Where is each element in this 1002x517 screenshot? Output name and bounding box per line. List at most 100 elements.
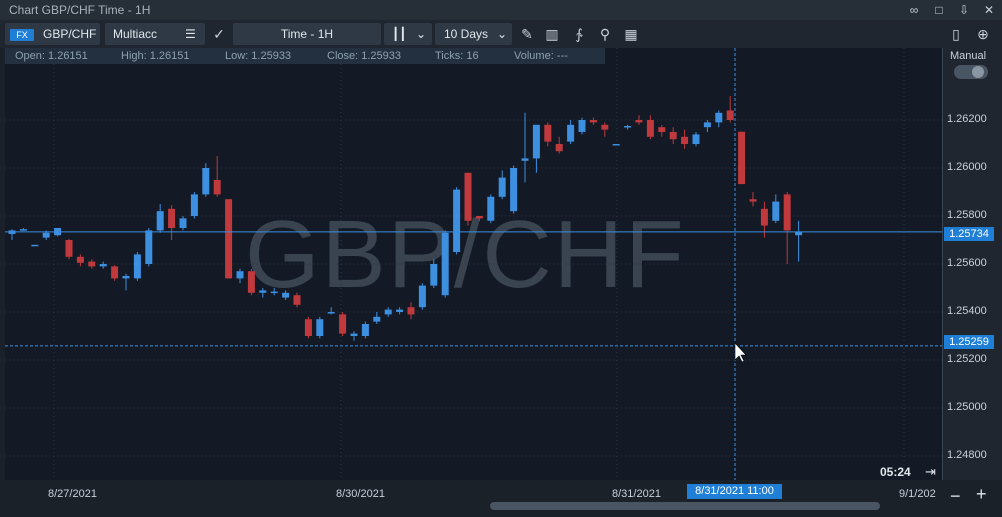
y-tick-label: 1.25800 (947, 209, 987, 221)
title-bar (0, 0, 1002, 20)
candle-body (738, 131, 746, 185)
fx-badge: FX (10, 29, 34, 41)
ohlc-volume: Volume: --- (514, 50, 568, 62)
time-axis[interactable] (5, 480, 942, 517)
cursor-price-label: 1.25259 (944, 335, 994, 349)
candle-body (42, 232, 50, 238)
candlestick-icon: ┃┃ (392, 27, 407, 41)
candle-body (555, 144, 563, 152)
y-tick-label: 1.25400 (947, 305, 987, 317)
candle-body (339, 314, 347, 334)
x-tick-label: 8/27/2021 (48, 488, 97, 500)
candle-body (578, 120, 586, 132)
y-tick-label: 1.25600 (947, 257, 987, 269)
manual-toggle-knob (972, 66, 984, 78)
y-tick-label: 1.26000 (947, 161, 987, 173)
candle-body (498, 177, 506, 197)
current-price-label: 1.25734 (944, 227, 994, 241)
candle-body (612, 144, 620, 146)
window-title: Chart GBP/CHF Time - 1H (9, 3, 151, 17)
candle-body (681, 136, 689, 144)
candle-body (202, 168, 210, 195)
candle-body (384, 309, 392, 315)
candle-body (361, 324, 369, 336)
price-axis[interactable] (942, 48, 1002, 480)
candle-body (772, 201, 780, 221)
manual-label: Manual (950, 50, 987, 62)
close-icon[interactable]: ✕ (983, 3, 995, 17)
candle-body (430, 264, 438, 286)
bar-chart-icon[interactable]: ▥ (545, 26, 559, 42)
y-tick-label: 1.24800 (947, 449, 987, 461)
candle-body (247, 271, 255, 293)
calendar-icon[interactable]: ▦ (624, 26, 638, 42)
symbol-label: GBP/CHF (43, 27, 97, 41)
candle-body (646, 120, 654, 137)
chevron-down-icon: ⌄ (497, 27, 508, 41)
mouse-cursor-icon (734, 342, 747, 363)
cart-icon[interactable]: ⊕ (977, 26, 989, 42)
pin-icon[interactable]: ⇩ (958, 3, 970, 17)
candle-body (453, 189, 461, 252)
candle-body (213, 180, 221, 195)
candle-body (373, 316, 381, 322)
candle-body (624, 126, 632, 128)
account-label: Multiacc (113, 27, 158, 41)
zoom-out-icon[interactable]: − (950, 486, 961, 506)
candle-body (521, 158, 529, 161)
ohlc-high: High: 1.26151 (121, 50, 190, 62)
zoom-in-icon[interactable]: + (976, 484, 987, 504)
candle-body (304, 319, 312, 336)
candle-body (749, 199, 757, 202)
symbol-watermark: GBP/CHF (245, 201, 686, 308)
chart-type-selector[interactable]: ┃┃ ⌄ (384, 23, 432, 45)
pencil-icon[interactable]: ✎ (521, 26, 533, 42)
candle-body (179, 218, 187, 228)
search-icon[interactable]: ⚲ (599, 26, 611, 42)
candle-body (658, 127, 666, 132)
candle-body (669, 132, 677, 140)
ohlc-low: Low: 1.25933 (225, 50, 292, 62)
candle-body (795, 231, 803, 236)
cursor-time-label: 8/31/2021 11:00 (687, 484, 782, 499)
candle-body (475, 216, 483, 219)
account-users-icon: ☰ (185, 27, 196, 41)
maximize-icon[interactable]: □ (935, 3, 943, 17)
candle-body (282, 292, 290, 298)
candle-body (19, 229, 27, 231)
link-icon[interactable]: ∞ (909, 3, 919, 17)
candle-body (703, 122, 711, 128)
candle-body (589, 120, 597, 123)
x-tick-label: 8/30/2021 (336, 488, 385, 500)
double-check-icon[interactable]: ✓ (213, 26, 225, 42)
timeframe-selector[interactable]: Time - 1H (233, 23, 381, 45)
candlestick-chart[interactable] (5, 48, 942, 480)
candle-body (715, 112, 723, 123)
x-tick-label: 9/1/202 (899, 488, 936, 500)
candle-body (133, 254, 141, 279)
candle-body (692, 134, 700, 144)
candle-body (316, 319, 324, 336)
candle-body (544, 124, 552, 142)
range-selector[interactable]: 10 Days ⌄ (435, 23, 512, 45)
candle-body (145, 230, 153, 264)
x-tick-label: 8/31/2021 (612, 488, 661, 500)
y-tick-label: 1.26200 (947, 113, 987, 125)
candle-body (293, 295, 301, 305)
candle-body (99, 264, 107, 267)
candle-body (327, 312, 335, 314)
phone-icon[interactable]: ▯ (952, 26, 960, 42)
candle-body (441, 232, 449, 296)
time-scrollbar[interactable] (490, 502, 880, 510)
candle-body (487, 196, 495, 221)
candle-body (88, 261, 96, 267)
candle-body (122, 276, 130, 279)
ohlc-bar: Open: 1.26151 High: 1.26151 Low: 1.25933… (5, 48, 605, 64)
candle-body (111, 266, 119, 279)
scroll-to-end-icon[interactable]: ⇥ (925, 464, 936, 479)
candle-body (532, 124, 540, 159)
candle-body (635, 120, 643, 123)
account-selector[interactable]: Multiacc ☰ (105, 23, 205, 45)
y-tick-label: 1.25000 (947, 401, 987, 413)
indicator-icon[interactable]: ∱ (575, 26, 583, 42)
